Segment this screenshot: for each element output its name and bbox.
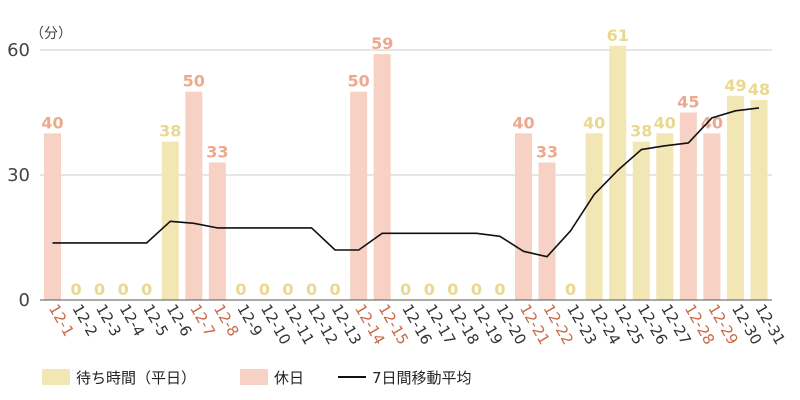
data-label-12-19: 0 — [471, 280, 482, 299]
bar-12-7 — [185, 91, 203, 301]
bars — [44, 45, 768, 301]
bar-12-25 — [609, 45, 627, 301]
y-tick-label: 0 — [19, 290, 30, 311]
axes: （分） 0 30 60 — [7, 26, 772, 311]
data-label-12-12: 0 — [306, 280, 317, 299]
data-label-12-6: 38 — [159, 122, 181, 141]
data-label-12-30: 49 — [724, 76, 746, 95]
data-label-12-16: 0 — [400, 280, 411, 299]
data-label-12-17: 0 — [424, 280, 435, 299]
bar-12-1 — [44, 133, 61, 300]
data-label-12-4: 0 — [118, 280, 129, 299]
x-tick-labels: 12-112-212-312-412-512-612-712-812-912-1… — [45, 301, 789, 348]
y-tick-label: 30 — [7, 165, 30, 186]
data-label-12-24: 40 — [583, 113, 605, 132]
data-label-12-1: 40 — [41, 113, 63, 132]
legend-label-holiday: 休日 — [274, 369, 304, 387]
legend: 待ち時間（平日） 休日 7日間移動平均 — [42, 369, 472, 387]
moving-average-layer — [52, 107, 760, 258]
bar-12-28 — [679, 112, 697, 300]
data-label-12-2: 0 — [70, 280, 81, 299]
data-label-12-31: 48 — [748, 80, 770, 99]
y-unit-label: （分） — [30, 26, 72, 42]
bar-12-14 — [350, 91, 368, 301]
data-label-12-21: 40 — [512, 113, 534, 132]
bar-12-30 — [726, 95, 744, 300]
bar-12-29 — [703, 133, 721, 300]
y-tick-label: 60 — [7, 40, 30, 61]
legend-swatch-holiday — [240, 369, 268, 385]
data-label-12-23: 0 — [565, 280, 576, 299]
bar-12-15 — [373, 54, 391, 300]
data-label-12-25: 61 — [607, 26, 629, 45]
data-label-12-28: 45 — [677, 93, 699, 112]
data-label-12-18: 0 — [447, 280, 458, 299]
bar-12-22 — [538, 162, 556, 300]
data-label-12-26: 38 — [630, 122, 652, 141]
data-label-12-5: 0 — [141, 280, 152, 299]
legend-swatch-weekday — [42, 369, 70, 385]
legend-label-weekday: 待ち時間（平日） — [76, 369, 196, 387]
data-label-12-13: 0 — [330, 280, 341, 299]
bar-12-21 — [515, 133, 532, 300]
bar-12-24 — [585, 133, 603, 300]
data-label-12-7: 50 — [183, 72, 205, 91]
bar-12-31 — [750, 100, 768, 300]
bar-12-8 — [208, 162, 226, 300]
data-label-12-11: 0 — [282, 280, 293, 299]
data-label-12-14: 50 — [348, 72, 370, 91]
bar-12-27 — [656, 133, 674, 300]
data-label-12-15: 59 — [371, 34, 393, 53]
data-label-12-22: 33 — [536, 143, 558, 162]
data-label-12-8: 33 — [206, 143, 228, 162]
data-label-12-20: 0 — [494, 280, 505, 299]
data-label-12-9: 0 — [235, 280, 246, 299]
data-label-12-10: 0 — [259, 280, 270, 299]
data-label-12-29: 40 — [701, 113, 723, 132]
legend-label-moving-average: 7日間移動平均 — [372, 369, 472, 387]
moving-average-line — [52, 107, 760, 258]
bar-12-26 — [632, 141, 650, 300]
data-label-12-27: 40 — [654, 113, 676, 132]
data-label-12-3: 0 — [94, 280, 105, 299]
